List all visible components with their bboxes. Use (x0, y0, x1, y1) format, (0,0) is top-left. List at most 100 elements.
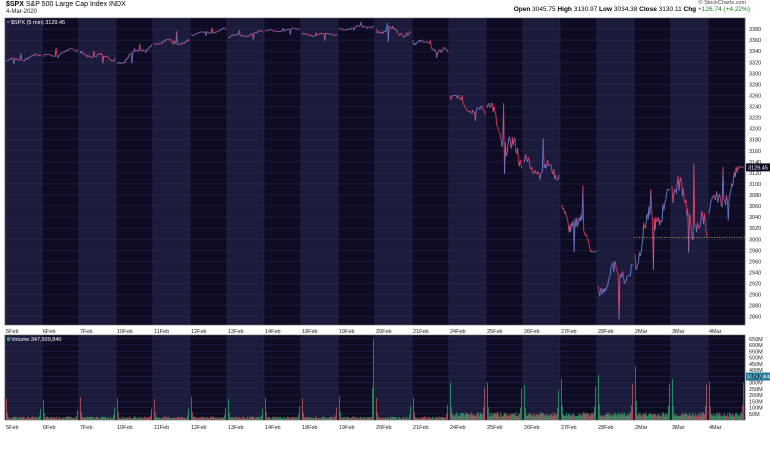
price-tick-label: 3220 (749, 116, 761, 122)
volume-bar (274, 417, 276, 420)
x-tick-label: 21Feb (413, 329, 429, 335)
volume-bar (665, 413, 667, 420)
volume-bar (489, 412, 491, 420)
volume-bar (501, 415, 503, 420)
price-segment (104, 56, 106, 58)
volume-bar (611, 414, 612, 420)
volume-bar (678, 415, 680, 420)
price-segment (444, 47, 446, 49)
price-tick-label: 3180 (749, 138, 761, 144)
volume-bar (265, 412, 267, 420)
volume-bar (6, 412, 8, 420)
volume-bar (244, 418, 246, 420)
volume-bar (178, 416, 180, 420)
price-segment (134, 48, 136, 52)
price-tick-label: 3080 (749, 193, 761, 199)
volume-bar (555, 413, 557, 420)
volume-bar (726, 416, 728, 420)
volume-bar (372, 387, 373, 420)
volume-bar (420, 418, 422, 420)
price-segment (31, 54, 33, 57)
volume-bar (230, 418, 232, 420)
volume-bar (51, 417, 53, 420)
volume-bar (257, 416, 259, 420)
volume-bar (53, 417, 55, 420)
price-segment (401, 34, 404, 38)
last-price-tag (746, 163, 770, 172)
volume-bar (500, 416, 502, 420)
volume-bar (714, 415, 716, 420)
volume-bar (366, 417, 367, 420)
volume-bar (26, 416, 28, 420)
volume-bar (419, 417, 421, 420)
x-tick-label: 13Feb (228, 425, 244, 431)
price-segment (8, 58, 10, 61)
price-segment (7, 59, 9, 62)
price-segment (406, 32, 408, 36)
volume-bar (340, 417, 342, 420)
day-band (671, 18, 708, 325)
volume-tick-label: 550M (749, 349, 763, 355)
day-band (523, 335, 560, 420)
price-tick-label: 3340 (749, 49, 761, 55)
volume-bar (458, 413, 460, 420)
volume-bar (333, 418, 335, 420)
volume-bar (499, 416, 501, 420)
volume-bar (373, 338, 374, 420)
volume-bar (359, 418, 360, 420)
volume-bar (72, 418, 74, 420)
price-segment (196, 32, 199, 35)
volume-bar (567, 413, 569, 420)
volume-bar (143, 418, 144, 420)
price-segment (537, 171, 540, 175)
price-segment (514, 137, 517, 153)
price-segment (272, 30, 275, 32)
volume-bar (502, 416, 504, 420)
volume-bar (735, 413, 736, 420)
price-segment (357, 25, 359, 27)
price-segment (700, 210, 703, 221)
volume-bar (131, 418, 133, 420)
volume-bar (248, 418, 249, 420)
volume-bar (457, 416, 459, 420)
volume-bar (218, 417, 219, 420)
volume-tick-label: 50M (749, 412, 760, 418)
price-segment (625, 276, 628, 282)
volume-bar (349, 418, 351, 420)
x-tick-label: 3Mar (672, 329, 685, 335)
volume-bar (86, 417, 87, 420)
volume-bar (246, 418, 248, 420)
price-segment (689, 218, 692, 231)
volume-bar (75, 418, 77, 420)
volume-bar (71, 417, 73, 420)
volume-bar (164, 416, 166, 420)
price-segment (179, 43, 181, 45)
volume-bar (442, 417, 444, 420)
x-tick-label: 20Feb (376, 329, 392, 335)
volume-bar (65, 417, 67, 420)
volume-bar (426, 417, 428, 420)
volume-bar (104, 417, 106, 420)
volume-bar (416, 418, 418, 420)
volume-bar (100, 418, 101, 420)
volume-bar (122, 416, 124, 420)
volume-bar (551, 413, 552, 420)
price-segment (20, 53, 23, 61)
price-segment (89, 55, 91, 58)
price-segment (112, 60, 115, 62)
volume-bar (625, 415, 626, 420)
price-segment (474, 110, 477, 121)
volume-bar (627, 415, 629, 420)
volume-bar (495, 414, 497, 420)
price-tick-label: 2960 (749, 259, 761, 265)
volume-bar (12, 417, 14, 420)
price-segment (387, 25, 390, 42)
price-tick-label: 3240 (749, 105, 761, 111)
price-segment (96, 54, 98, 57)
price-segment (696, 222, 698, 233)
volume-bar (550, 414, 551, 420)
price-segment (599, 289, 602, 297)
volume-bar (699, 416, 701, 420)
price-segment (334, 34, 337, 37)
volume-bar (336, 407, 337, 420)
